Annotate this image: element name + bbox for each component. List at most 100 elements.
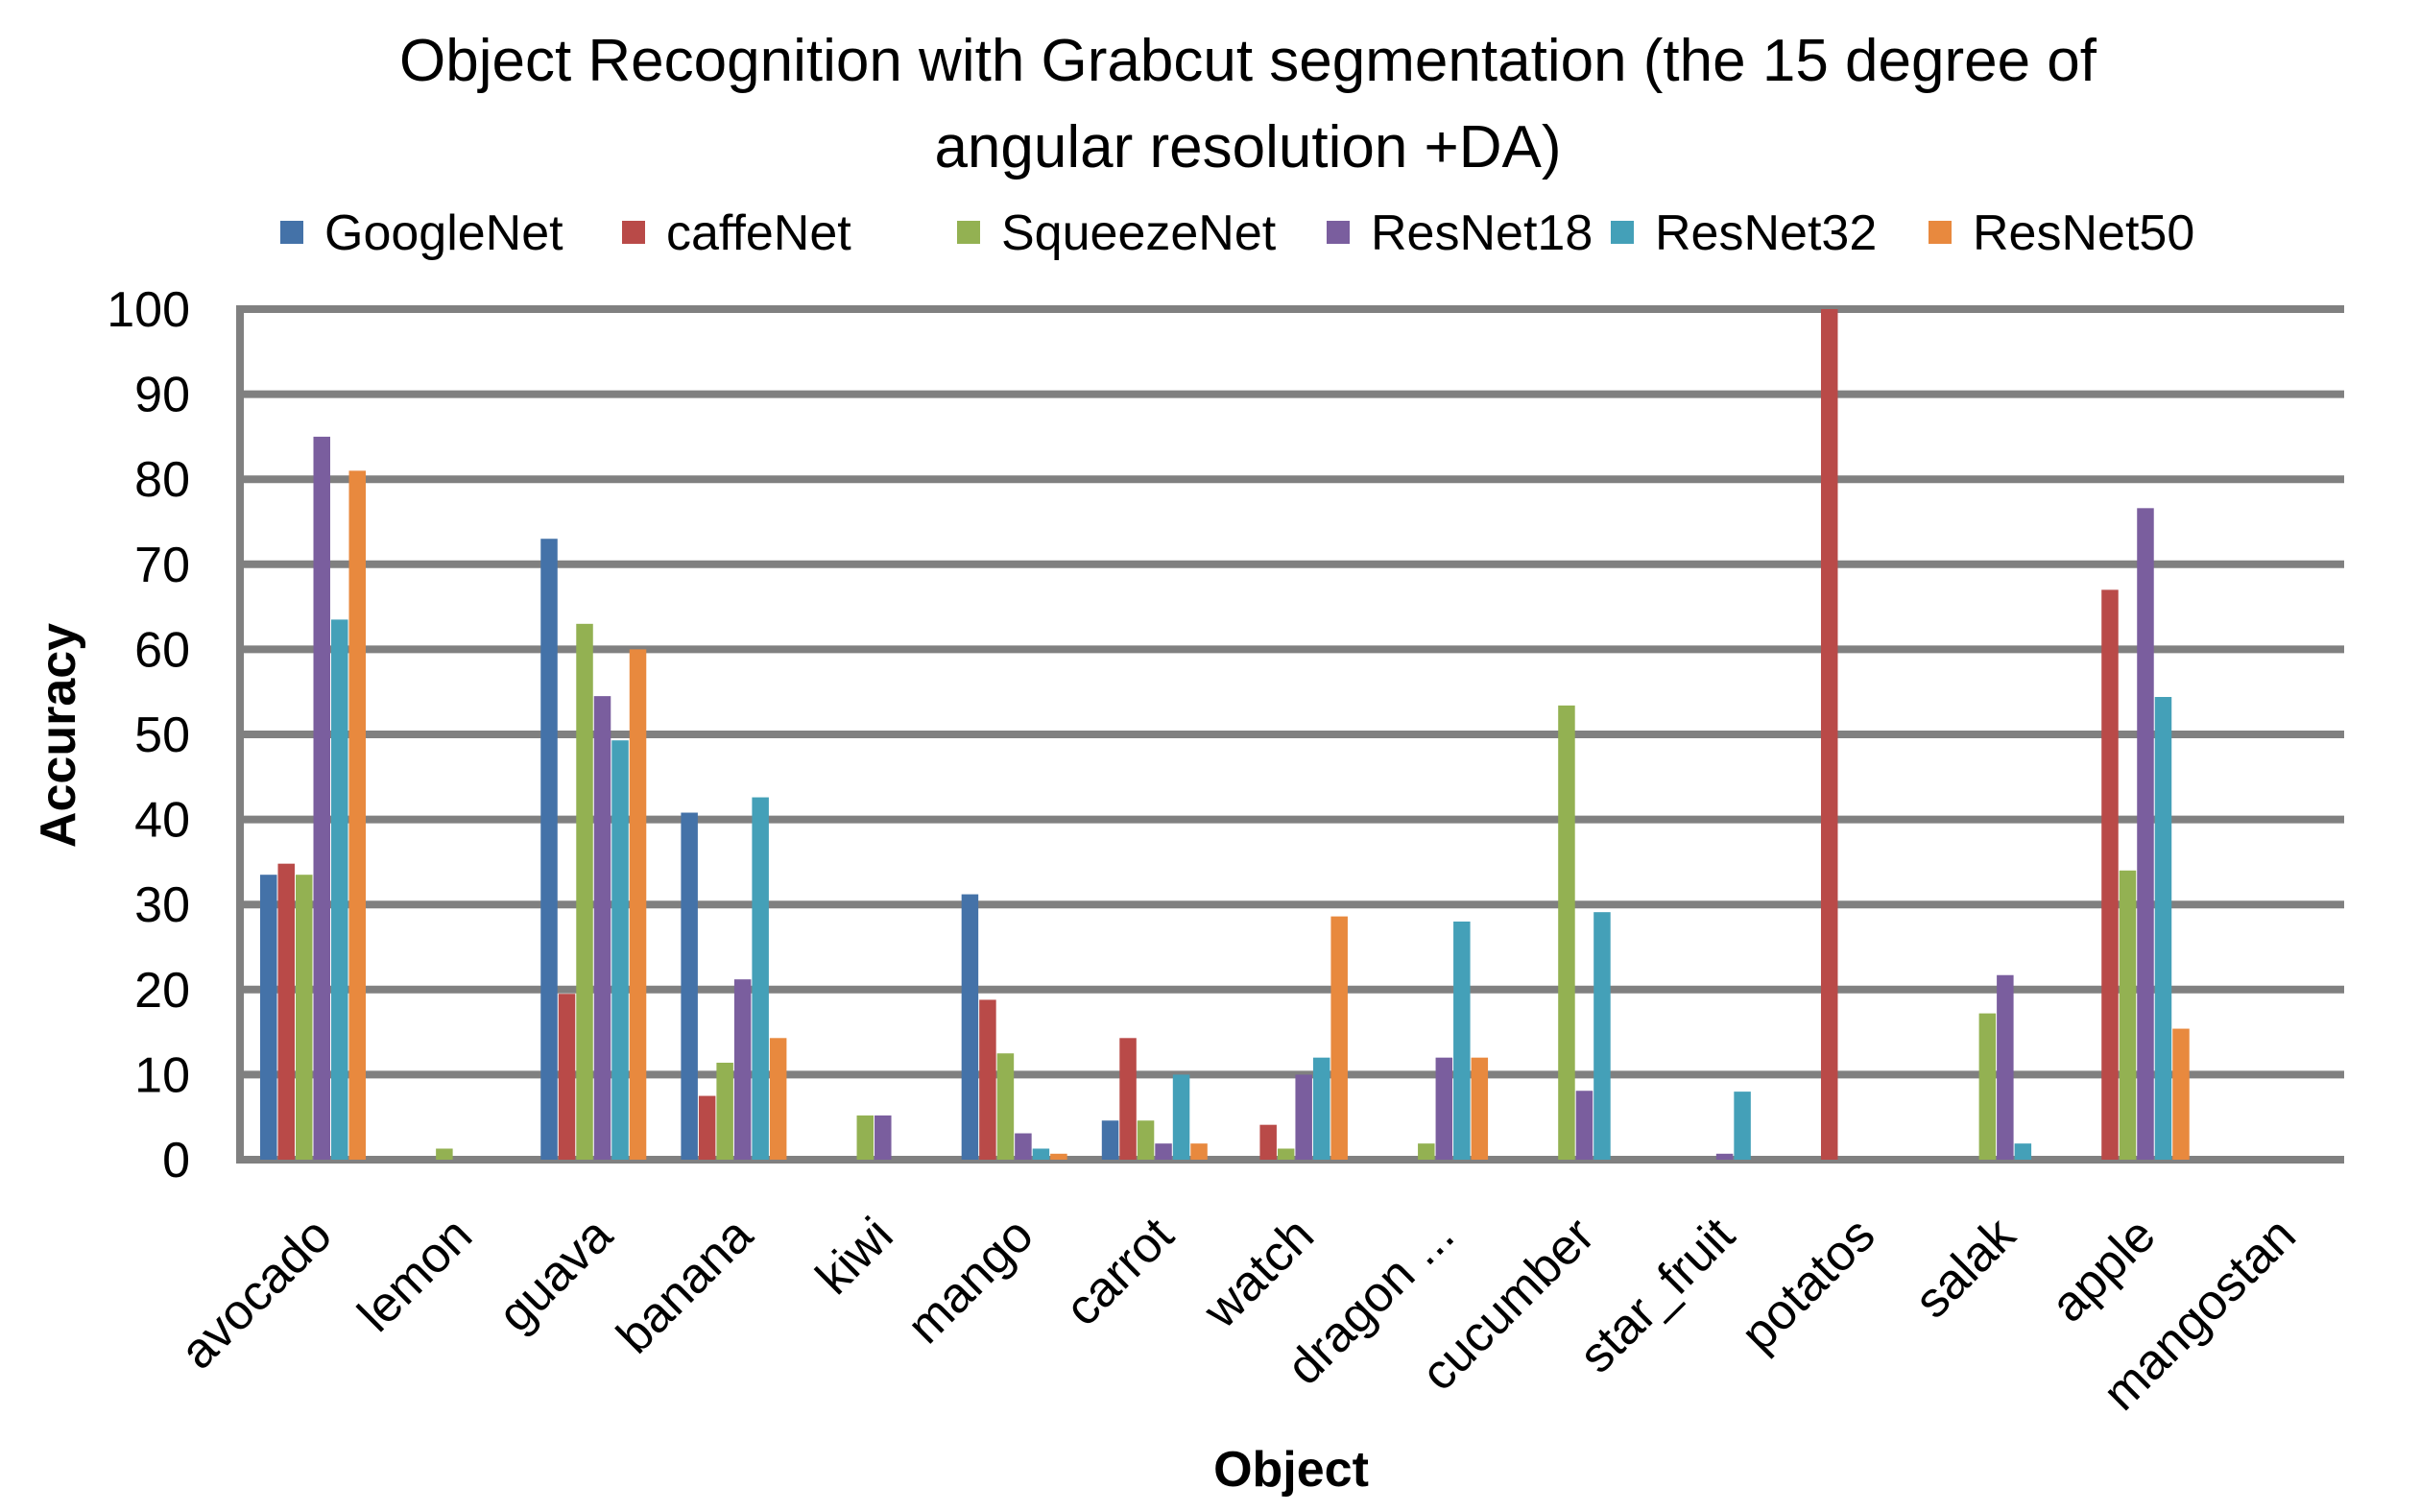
y-tick-label: 100 [107,282,190,338]
y-tick-label: 50 [134,708,190,763]
x-tick-label: guava [488,1207,623,1342]
bar-resnet18-star-fruit [1715,1153,1734,1160]
bar-squeezenet-lemon [436,1148,453,1160]
x-tick-label: carrot [1055,1207,1185,1336]
legend-item: caffeNet [622,205,851,261]
y-tick-label: 20 [134,963,190,1019]
bar-resnet32-cucumber [1593,912,1611,1160]
bar-resnet18-cucumber [1575,1091,1593,1160]
bar-squeezenet-apple [2119,870,2137,1160]
bar-caffenet-avocado [277,863,295,1160]
legend-swatch [1327,221,1350,244]
bar-resnet18-salak [1997,974,2014,1160]
bar-resnet32-guava [611,740,629,1160]
bar-googlenet-avocado [260,875,277,1160]
x-tick-label: potatos [1731,1207,1886,1362]
legend-label: caffeNet [666,205,851,261]
y-tick-label: 30 [134,877,190,933]
y-tick-label: 40 [134,793,190,849]
y-tick-label: 80 [134,452,190,508]
bar-squeezenet-salak [1978,1013,1997,1160]
x-tick-label: watch [1192,1207,1325,1339]
y-tick-label: 10 [134,1047,190,1103]
bar-resnet32-apple [2154,697,2172,1160]
bar-squeezenet-banana [716,1062,733,1160]
chart-title: Object Recognition with Grabcut segmenta… [399,28,2097,180]
x-axis-title: Object [1213,1442,1369,1498]
bar-resnet18-kiwi [875,1115,892,1160]
y-tick-label: 70 [134,538,190,593]
chart-title-line: Object Recognition with Grabcut segmenta… [399,28,2097,94]
legend-label: ResNet50 [1973,205,2194,261]
bar-squeezenet-dragon [1418,1143,1435,1160]
legend-item: ResNet18 [1327,205,1593,261]
bar-resnet50-mango [1050,1153,1067,1160]
bar-resnet18-mango [1015,1133,1032,1160]
bar-resnet50-banana [769,1038,787,1160]
legend-label: ResNet18 [1371,205,1593,261]
bar-squeezenet-carrot [1137,1120,1155,1160]
bar-resnet32-dragon [1453,921,1471,1160]
bar-caffenet-banana [698,1095,716,1160]
legend-label: GoogleNet [324,205,563,261]
bar-resnet50-carrot [1190,1143,1208,1160]
bar-caffenet-carrot [1119,1038,1137,1160]
bar-resnet18-banana [733,979,752,1160]
legend-swatch [1611,221,1634,244]
legend: GoogleNet caffeNet SqueezeNet ResNet18 ResNe… [280,205,2194,261]
y-tick-label: 0 [162,1133,190,1188]
bar-resnet32-carrot [1172,1074,1190,1160]
bar-squeezenet-mango [996,1053,1015,1160]
bar-resnet18-dragon [1435,1057,1453,1160]
x-tick-label: salak [1905,1207,2027,1330]
bar-caffenet-apple [2101,589,2119,1160]
bar-resnet50-watch [1330,916,1348,1160]
y-tick-label: 90 [134,368,190,423]
bar-resnet50-avocado [348,470,366,1161]
legend-swatch [622,221,645,244]
bar-caffenet-potatos [1820,309,1838,1160]
bar-resnet50-apple [2172,1028,2190,1160]
bar-resnet50-guava [629,649,647,1160]
legend-swatch [957,221,980,244]
bar-resnet32-star-fruit [1734,1092,1751,1160]
x-tick-label: mango [897,1207,1043,1354]
bar-squeezenet-watch [1277,1148,1295,1160]
bar-resnet18-apple [2137,508,2154,1160]
bar-googlenet-guava [540,539,558,1160]
chart-title-line: angular resolution +DA) [934,114,1561,180]
y-axis-title: Accuracy [31,623,86,848]
bar-googlenet-banana [681,812,698,1160]
legend-item: GoogleNet [280,205,563,261]
bar-squeezenet-avocado [296,875,313,1160]
x-tick-label: lemon [347,1207,483,1342]
bar-squeezenet-kiwi [856,1115,875,1160]
bar-resnet32-banana [752,797,769,1160]
bar-resnet18-avocado [313,436,330,1160]
bar-resnet32-watch [1312,1057,1330,1160]
legend-label: SqueezeNet [1001,205,1277,261]
legend-item: ResNet32 [1611,205,1877,261]
legend-item: ResNet50 [1929,205,2194,261]
bar-googlenet-carrot [1101,1120,1119,1160]
bar-caffenet-guava [558,994,576,1160]
bar-squeezenet-guava [576,623,593,1160]
bar-squeezenet-cucumber [1558,705,1575,1160]
x-tick-label: apple [2041,1207,2167,1332]
bar-resnet32-avocado [331,619,348,1160]
bar-resnet50-dragon [1471,1057,1489,1160]
y-tick-label: 60 [134,622,190,678]
x-tick-label: star_fruit [1569,1207,1745,1383]
bar-caffenet-watch [1259,1124,1277,1160]
bar-resnet18-carrot [1155,1143,1172,1160]
x-tick-label: banana [607,1207,764,1364]
bar-resnet32-salak [2014,1143,2032,1160]
bar-caffenet-mango [979,999,996,1160]
bars [260,309,2190,1161]
legend-swatch [1929,221,1952,244]
legend-label: ResNet32 [1655,205,1877,261]
legend-item: SqueezeNet [957,205,1277,261]
